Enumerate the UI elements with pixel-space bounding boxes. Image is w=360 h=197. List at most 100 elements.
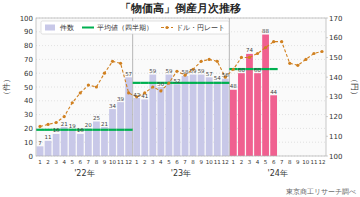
average-segment [100, 129, 108, 131]
bar [109, 109, 116, 156]
x-tick-label: 8 [95, 159, 99, 165]
grid-line [36, 100, 326, 101]
x-tick-label: 6 [79, 159, 83, 165]
legend-swatch [45, 25, 55, 31]
fx-line [40, 42, 322, 127]
bar [246, 54, 253, 156]
data-label: 25 [93, 115, 100, 121]
bar [157, 87, 164, 156]
year-label: '22年 [74, 169, 94, 178]
y2-tick-label: 150 [329, 54, 342, 62]
data-label: 74 [246, 47, 253, 53]
data-label: 48 [230, 83, 237, 89]
bar [230, 90, 237, 156]
fx-marker [127, 91, 130, 94]
bar [133, 98, 140, 156]
bar [77, 134, 84, 156]
bar [262, 35, 269, 156]
average-segment [109, 129, 117, 131]
marks [36, 18, 324, 156]
x-tick-label: 8 [191, 159, 195, 165]
fx-marker [55, 121, 58, 124]
legend-label: 件数 [60, 24, 74, 32]
y-tick-label: 100 [20, 15, 33, 23]
y2-tick-label: 170 [329, 15, 342, 23]
data-label: 16 [53, 127, 60, 133]
legend: 件数平均値（四半期）ドル・円レート [41, 21, 229, 34]
data-label: 44 [270, 89, 277, 95]
bar [101, 127, 108, 156]
average-segment [133, 82, 141, 84]
fx-marker [248, 56, 251, 59]
y-tick-label: 40 [24, 97, 33, 105]
x-tick-label: 5 [167, 159, 171, 165]
bar [270, 95, 277, 156]
x-tick-label: 10 [206, 159, 213, 165]
x-tick-label: 11 [117, 159, 124, 165]
year-label: '24年 [267, 169, 287, 178]
bar [174, 84, 181, 156]
average-segment [213, 82, 221, 84]
x-tick-label: 12 [125, 159, 132, 165]
data-label: 59 [149, 68, 156, 74]
average-segment [270, 68, 278, 70]
legend-label: ドル・円レート [176, 24, 225, 32]
y2-tick-label: 140 [329, 74, 342, 82]
average-segment [125, 129, 133, 131]
y-tick-label: 30 [24, 111, 33, 119]
x-tick-label: 3 [248, 159, 252, 165]
data-label: 16 [77, 127, 84, 133]
fx-marker [167, 81, 170, 84]
bar [214, 81, 221, 156]
x-tick-label: 1 [135, 159, 139, 165]
data-label: 20 [85, 122, 92, 128]
average-segment [149, 82, 157, 84]
plot-area [36, 18, 326, 156]
fx-marker [87, 83, 90, 86]
x-tick-label: 5 [71, 159, 75, 165]
data-label: 56 [222, 72, 229, 78]
average-segment [44, 129, 52, 131]
data-label: 7 [38, 140, 42, 146]
y-tick-label: 70 [24, 56, 33, 64]
y2-tick [326, 37, 328, 38]
bar [53, 134, 60, 156]
average-segment [205, 82, 213, 84]
fx-marker [264, 46, 267, 49]
x-tick-label: 4 [62, 159, 66, 165]
data-label: 54 [214, 75, 221, 81]
x-tick-label: 5 [264, 159, 268, 165]
fx-marker [175, 70, 178, 73]
y2-tick [326, 156, 328, 157]
x-tick-label: 7 [87, 159, 91, 165]
data-label: 59 [190, 68, 197, 74]
fx-marker [46, 123, 49, 126]
y2-tick [326, 57, 328, 58]
x-tick-label: 6 [175, 159, 179, 165]
data-label: 50 [157, 81, 164, 87]
frame [36, 18, 326, 156]
fx-marker [71, 101, 74, 104]
data-label: 21 [61, 121, 68, 127]
bar [166, 75, 173, 156]
bar [206, 77, 213, 156]
bar [93, 122, 100, 157]
year-separator [132, 18, 133, 156]
x-tick-label: 12 [318, 159, 325, 165]
bar [45, 141, 52, 156]
x-tick-label: 4 [159, 159, 163, 165]
data-label: 52 [173, 78, 180, 84]
y2-tick-label: 120 [329, 113, 342, 121]
grid-line [36, 114, 326, 115]
average-segment [60, 129, 68, 131]
data-label: 59 [165, 68, 172, 74]
data-label: 19 [69, 123, 76, 129]
fx-marker [38, 125, 41, 128]
average-segment [165, 82, 173, 84]
y-tick-label: 50 [24, 84, 33, 92]
average-segment [189, 82, 197, 84]
fx-marker [151, 85, 154, 88]
fx-marker [280, 40, 283, 43]
bar [37, 146, 44, 156]
legend-box [41, 21, 229, 34]
